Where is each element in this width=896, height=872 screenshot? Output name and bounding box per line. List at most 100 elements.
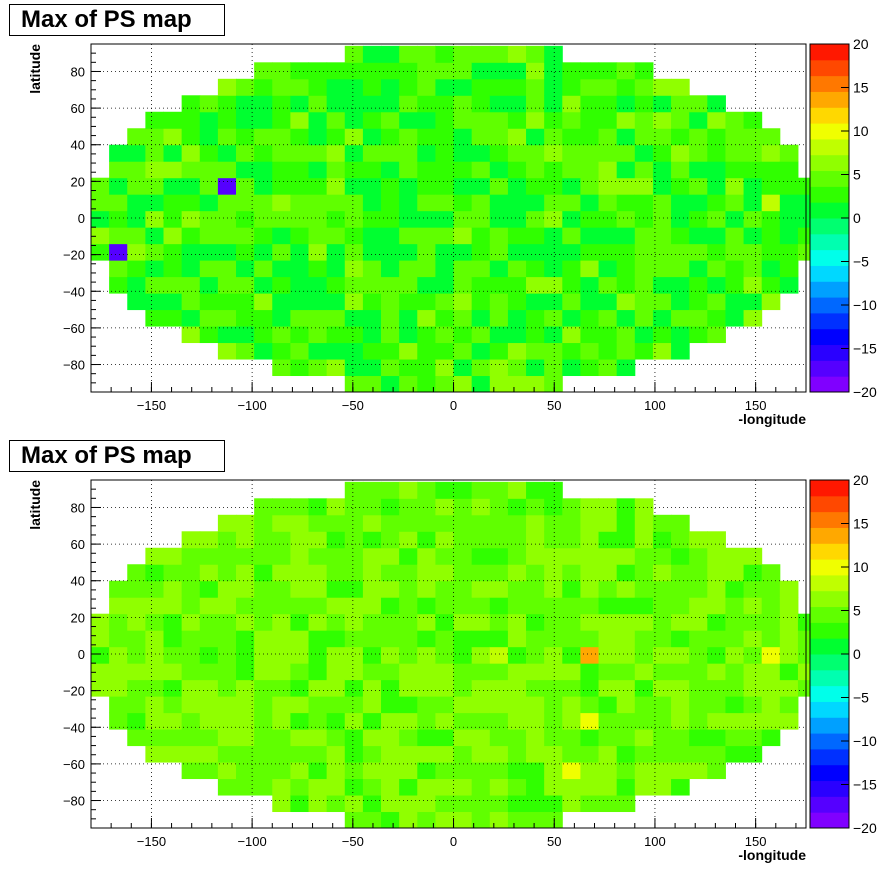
heatmap-cell [127,177,146,195]
heatmap-cell [580,762,600,780]
heatmap-cell [308,762,328,780]
heatmap-cell [507,45,527,63]
heatmap-cell [544,712,563,730]
heatmap-cell [399,745,418,763]
heatmap-cell [163,210,183,228]
heatmap-cell [181,762,201,780]
heatmap-cell [308,177,328,195]
heatmap-cell [634,696,654,714]
heatmap-cell [399,359,418,377]
heatmap-cell [471,260,491,278]
heatmap-cell [562,260,581,278]
heatmap-cell [290,326,310,344]
heatmap-cell [562,498,581,516]
heatmap-cell [254,663,273,681]
colorbar-swatch [810,733,849,750]
heatmap-cell [109,144,128,162]
heatmap-cell [489,276,509,294]
heatmap-cell [417,547,436,565]
heatmap-cell [417,646,436,664]
heatmap-cell [362,712,382,730]
y-tick-label: −80 [63,794,85,809]
heatmap-cell [562,795,581,813]
heatmap-cell [598,111,618,129]
heatmap-cell [779,194,799,212]
heatmap-cell [634,161,654,179]
heatmap-cell [580,128,600,146]
heatmap-cell [199,531,219,549]
heatmap-cell [417,194,436,212]
chart-title: Max of PS map [9,4,225,36]
heatmap-cell [562,359,581,377]
heatmap-cell [308,359,328,377]
colorbar-tick-label: −15 [853,341,877,357]
heatmap-cell [671,630,690,648]
heatmap-cell [652,210,672,228]
heatmap-cell [417,144,436,162]
heatmap-cell [616,679,636,697]
heatmap-cell [598,498,618,516]
heatmap-cell [671,597,690,615]
heatmap-cell [399,646,418,664]
y-tick-label: −20 [63,684,85,699]
heatmap-cell [489,547,509,565]
heatmap-cell [562,514,581,532]
heatmap-cell [743,210,763,228]
heatmap-cell [489,630,509,648]
heatmap-cell [507,243,527,261]
heatmap-cell [544,144,563,162]
heatmap-cell [362,95,382,113]
heatmap-cell [181,111,201,129]
heatmap-cell [471,342,491,360]
heatmap-cell [562,597,581,615]
heatmap-cell [544,564,563,582]
heatmap-cell [290,597,310,615]
heatmap-cell [580,696,600,714]
heatmap-cell [381,679,400,697]
heatmap-cell [526,342,545,360]
heatmap-cell [435,580,455,598]
heatmap-cell [290,712,310,730]
heatmap-cell [471,679,491,697]
heatmap-cell [199,309,219,327]
colorbar-swatch [810,138,849,156]
heatmap-cell [290,778,310,796]
heatmap-cell [163,696,183,714]
heatmap-cell [526,359,545,377]
heatmap-cell [199,679,219,697]
heatmap-cell [507,679,527,697]
heatmap-cell [254,194,273,212]
heatmap-cell [598,78,618,96]
heatmap-cell [707,128,726,146]
colorbar-swatch [810,654,849,671]
heatmap-cell [163,547,183,565]
heatmap-cell [707,613,726,631]
heatmap-cell [362,45,382,63]
heatmap-cell [217,613,237,631]
heatmap-cell [326,161,346,179]
heatmap-cell [326,342,346,360]
heatmap-cell [362,210,382,228]
heatmap-cell [417,498,436,516]
colorbar-swatch [810,812,849,829]
heatmap-cell [362,161,382,179]
heatmap-cell [689,276,708,294]
heatmap-cell [272,309,291,327]
colorbar-swatch [810,376,849,393]
colorbar-tick-label: −20 [853,820,877,836]
heatmap-cell [362,745,382,763]
heatmap-cell [634,227,654,245]
heatmap-cell [743,729,763,747]
heatmap-cell [290,78,310,96]
heatmap-cell [344,580,364,598]
heatmap-cell [489,375,509,393]
heatmap-cell [634,646,654,664]
heatmap-cell [417,514,436,532]
heatmap-cell [326,679,346,697]
heatmap-cell [381,309,400,327]
heatmap-cell [381,646,400,664]
heatmap-cell [326,580,346,598]
heatmap-cell [580,580,600,598]
heatmap-cell [779,161,799,179]
heatmap-cell [417,210,436,228]
